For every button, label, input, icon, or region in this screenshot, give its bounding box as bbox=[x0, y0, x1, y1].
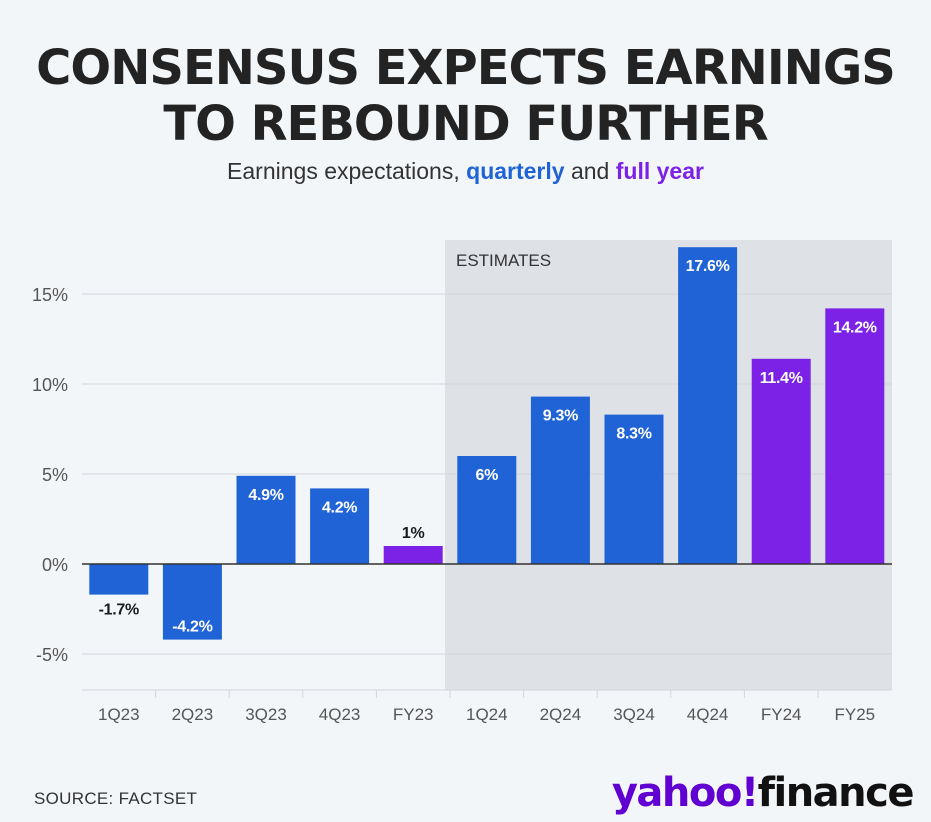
bar bbox=[89, 564, 149, 595]
bar-value-label: 8.3% bbox=[616, 426, 651, 443]
bar-value-label: 4.2% bbox=[322, 499, 357, 516]
bar-value-label: 14.2% bbox=[833, 319, 877, 336]
bar bbox=[825, 308, 885, 564]
x-tick-label: 4Q24 bbox=[687, 705, 729, 724]
bar-value-label: -4.2% bbox=[172, 619, 212, 636]
logo-bang-text: ! bbox=[740, 770, 759, 816]
x-tick-label: 2Q24 bbox=[540, 705, 582, 724]
subtitle-and: and bbox=[570, 158, 610, 184]
x-tick-label: FY24 bbox=[761, 705, 802, 724]
bar-value-label: 9.3% bbox=[543, 408, 578, 425]
bar-value-label: 4.9% bbox=[248, 487, 283, 504]
bar bbox=[310, 488, 370, 564]
yahoo-finance-logo: yahoo!finance bbox=[611, 770, 915, 816]
bar-value-label: 17.6% bbox=[686, 258, 730, 275]
chart-title-line-2: TO REBOUND FURTHER bbox=[163, 96, 768, 152]
y-tick-label: 15% bbox=[32, 285, 68, 305]
x-tick-label: 1Q23 bbox=[98, 705, 140, 724]
x-tick-label: 1Q24 bbox=[466, 705, 508, 724]
bar bbox=[678, 247, 738, 564]
logo-yahoo-text: yahoo bbox=[611, 770, 743, 816]
bar bbox=[530, 396, 590, 564]
estimates-band bbox=[445, 240, 892, 690]
bar bbox=[751, 358, 811, 564]
subtitle-prefix: Earnings expectations, bbox=[227, 158, 460, 184]
x-tick-label: 3Q23 bbox=[245, 705, 287, 724]
y-tick-label: 5% bbox=[42, 465, 68, 485]
logo-finance-text: finance bbox=[757, 770, 915, 816]
bar bbox=[457, 456, 517, 564]
subtitle-full-year: full year bbox=[615, 158, 704, 184]
subtitle-quarterly: quarterly bbox=[466, 158, 565, 184]
x-tick-label: 2Q23 bbox=[172, 705, 214, 724]
bar bbox=[236, 475, 296, 564]
y-tick-label: 0% bbox=[42, 555, 68, 575]
x-tick-label: FY23 bbox=[393, 705, 434, 724]
x-tick-label: 4Q23 bbox=[319, 705, 361, 724]
bar bbox=[604, 414, 664, 564]
bar bbox=[383, 546, 443, 564]
bar bbox=[162, 564, 222, 640]
chart-subtitle: Earnings expectations, quarterly and ful… bbox=[0, 158, 931, 185]
chart-title-line-1: CONSENSUS EXPECTS EARNINGS bbox=[36, 40, 896, 96]
bar-value-label: 11.4% bbox=[760, 370, 803, 387]
y-tick-label: 10% bbox=[32, 375, 68, 395]
bar-value-label: -1.7% bbox=[99, 602, 139, 619]
x-tick-label: 3Q24 bbox=[613, 705, 655, 724]
y-tick-label: -5% bbox=[36, 645, 68, 665]
chart-title: CONSENSUS EXPECTS EARNINGS TO REBOUND FU… bbox=[0, 40, 931, 152]
bar-value-label: 1% bbox=[402, 525, 425, 542]
bar-value-label: 6% bbox=[476, 467, 499, 484]
source-note: SOURCE: FACTSET bbox=[34, 789, 198, 808]
estimates-label: ESTIMATES bbox=[456, 251, 551, 270]
x-tick-label: FY25 bbox=[834, 705, 875, 724]
